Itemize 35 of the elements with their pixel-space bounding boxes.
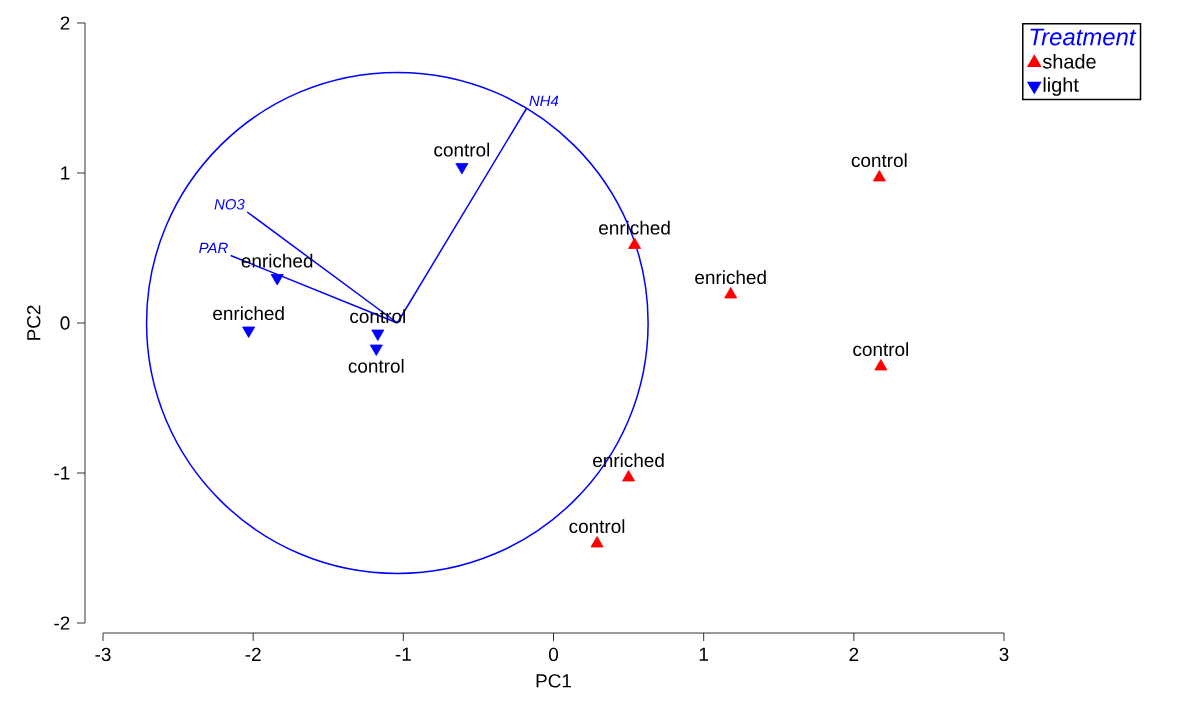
y-axis-title: PC2	[27, 305, 41, 340]
annotation: control	[348, 358, 404, 373]
y-tick-label: -2	[54, 616, 70, 630]
annotation: enriched	[695, 270, 766, 285]
y-tick-label: -1	[54, 466, 70, 480]
x-tick-label: 2	[849, 647, 859, 661]
legend-title: Treatment	[1030, 28, 1137, 46]
legend-label: shade	[1042, 54, 1096, 69]
annotation: control	[853, 342, 908, 357]
point	[369, 344, 383, 356]
y-tick-label: 0	[60, 316, 70, 330]
x-tick-label: 0	[548, 647, 559, 662]
series-label: NH4	[529, 95, 559, 107]
legend-label: light	[1043, 77, 1079, 96]
point	[590, 536, 604, 548]
x-tick-label: -2	[245, 647, 261, 661]
x-tick-label: -3	[95, 647, 111, 662]
x-tick-label: 1	[699, 647, 708, 661]
annotation: control	[434, 142, 490, 157]
y-tick-label: 2	[60, 16, 70, 30]
point	[622, 470, 636, 482]
x-tick-label: -1	[395, 647, 411, 661]
annotation: enriched	[213, 306, 284, 321]
point	[242, 326, 256, 338]
point	[371, 329, 385, 341]
point	[270, 274, 284, 286]
annotation: control	[851, 153, 907, 168]
x-axis-title: PC1	[536, 674, 571, 688]
y-tick-label: 1	[61, 166, 70, 180]
series-label: PAR	[199, 242, 228, 254]
x-tick-label: 3	[999, 647, 1009, 662]
point	[455, 163, 469, 175]
series-label: NO3	[214, 199, 245, 210]
annotation: control	[569, 519, 625, 534]
point	[874, 359, 888, 371]
